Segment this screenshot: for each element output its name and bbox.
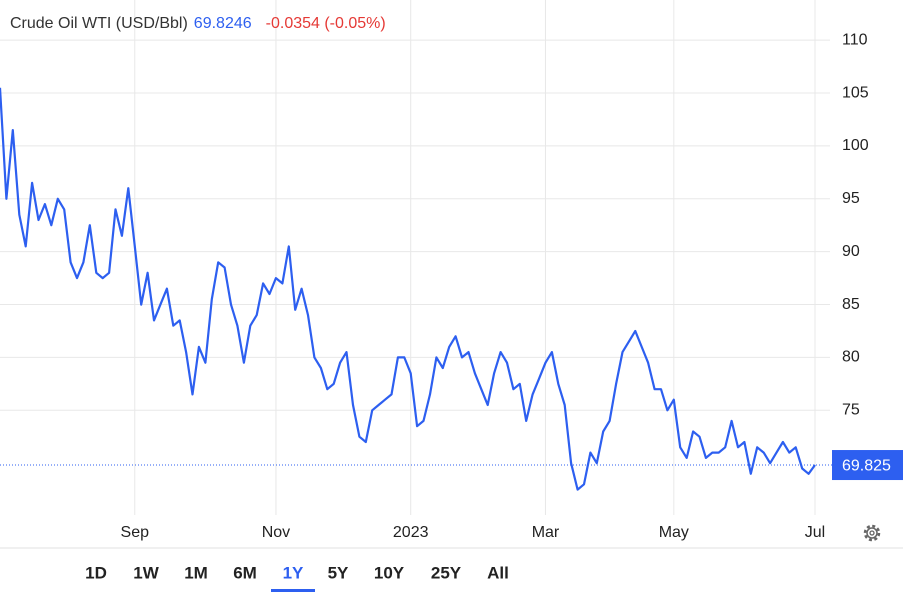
gear-ring xyxy=(866,527,878,539)
price-line xyxy=(0,87,816,491)
range-button[interactable]: 1Y xyxy=(271,563,315,592)
range-button[interactable]: 25Y xyxy=(431,563,462,582)
x-tick-label: May xyxy=(659,524,689,541)
price-change: -0.0354 (-0.05%) xyxy=(266,15,386,32)
last-price-box xyxy=(832,450,903,481)
range-label: 1Y xyxy=(283,563,304,582)
range-button[interactable]: 5Y xyxy=(328,563,349,582)
last-price: 69.8246 xyxy=(194,15,252,32)
range-button[interactable]: 6M xyxy=(233,563,257,582)
y-tick-label: 95 xyxy=(842,190,860,207)
gear-teeth xyxy=(863,524,881,542)
range-label: 10Y xyxy=(374,563,405,582)
y-tick-label: 100 xyxy=(842,137,869,154)
y-tick-label: 75 xyxy=(842,402,860,419)
x-tick-label: Mar xyxy=(532,524,560,541)
range-button[interactable]: 10Y xyxy=(374,563,405,582)
y-tick-label: 105 xyxy=(842,84,869,101)
last-price-label: 69.825 xyxy=(842,457,891,474)
x-tick-label: Nov xyxy=(262,524,290,541)
range-button[interactable]: 1W xyxy=(133,563,159,582)
gear-hub xyxy=(869,530,875,536)
grid xyxy=(0,0,830,515)
range-label: 1M xyxy=(184,563,208,582)
y-tick-label: 80 xyxy=(842,349,860,366)
range-underline xyxy=(271,589,315,592)
x-tick-label: 2023 xyxy=(393,524,429,541)
x-tick-label: Sep xyxy=(121,524,150,541)
range-label: 6M xyxy=(233,563,257,582)
range-button[interactable]: All xyxy=(487,563,509,582)
chart-title: Crude Oil WTI (USD/Bbl) xyxy=(10,15,188,32)
y-tick-label: 110 xyxy=(842,31,868,48)
y-tick-label: 90 xyxy=(842,243,860,260)
range-button[interactable]: 1D xyxy=(85,563,107,582)
settings-icon[interactable] xyxy=(863,524,881,542)
x-tick-label: Jul xyxy=(805,524,825,541)
range-label: 5Y xyxy=(328,563,349,582)
range-label: 1D xyxy=(85,563,107,582)
y-tick-label: 85 xyxy=(842,296,860,313)
range-label: 1W xyxy=(133,563,159,582)
range-label: All xyxy=(487,563,509,582)
chart-header: Crude Oil WTI (USD/Bbl) 69.8246 -0.0354 (-… xyxy=(10,15,386,32)
range-button[interactable]: 1M xyxy=(184,563,208,582)
range-label: 25Y xyxy=(431,563,462,582)
